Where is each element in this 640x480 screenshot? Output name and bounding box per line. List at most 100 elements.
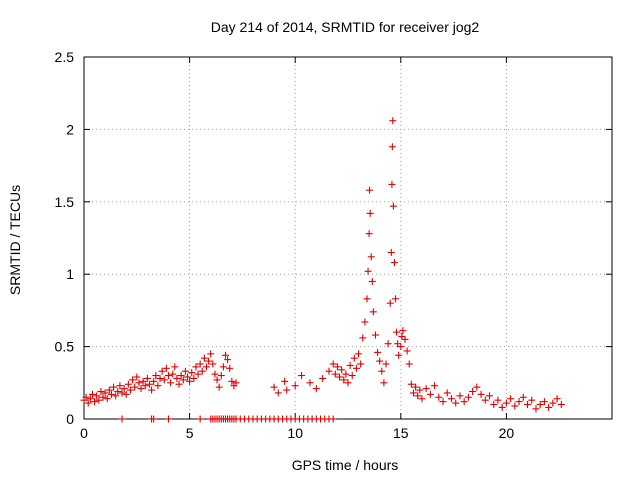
x-tick-label: 20 [499,425,515,441]
data-point [519,393,527,401]
data-point [213,376,221,384]
data-point [549,399,557,407]
data-point [319,374,327,382]
data-point [515,398,523,406]
data-point [97,387,105,395]
data-point [380,379,388,387]
data-point [333,363,341,371]
data-point [369,308,377,316]
data-point [340,376,348,384]
data-point [291,382,299,390]
data-point [306,379,314,387]
x-tick-label: 15 [393,425,409,441]
data-point [502,399,510,407]
data-point [414,392,422,400]
data-point [498,403,506,411]
data-point [209,360,217,368]
data-point [338,366,346,374]
data-point [91,398,99,406]
data-point [553,395,561,403]
data-point [207,350,215,358]
data-point [95,396,103,404]
data-point [398,332,406,340]
data-point [395,351,403,359]
data-point [112,392,120,400]
data-point [232,379,240,387]
data-point [426,390,434,398]
data-point [150,377,158,385]
data-point [137,385,145,393]
data-point [202,363,210,371]
data-point [460,398,468,406]
data-point [342,370,350,378]
data-point [329,415,337,423]
data-point [154,382,162,390]
data-point [222,351,230,359]
axis-ticks: 0 5 10 15 20 0 0.5 1 1.5 2 2.5 [55,49,612,441]
data-point [407,380,415,388]
data-point [490,401,498,409]
data-point [105,386,113,394]
data-point [545,403,553,411]
data-point [494,396,502,404]
data-point [103,395,111,403]
data-point [346,361,354,369]
data-point [363,295,371,303]
data-point [439,398,447,406]
data-point [350,354,358,362]
data-point [181,367,189,375]
data-point [118,389,126,397]
data-point [177,372,185,380]
data-point [331,370,339,378]
data-point [329,360,337,368]
data-point [116,382,124,390]
data-point [486,392,494,400]
grid-lines [84,57,612,419]
x-axis-label: GPS time / hours [292,457,399,473]
data-point [447,395,455,403]
data-point [82,393,90,401]
data-point [325,367,333,375]
data-point [107,390,115,398]
data-point [160,376,168,384]
data-point [194,370,202,378]
data-point [162,364,170,372]
data-point [367,253,375,261]
data-point [150,415,158,423]
data-point [122,390,130,398]
data-point [469,387,477,395]
data-point [397,343,405,351]
data-point [528,396,536,404]
data-point [158,367,166,375]
data-point [141,382,149,390]
data-point [386,299,394,307]
data-point [205,357,213,365]
data-point [399,327,407,335]
data-point [93,392,101,400]
data-point [344,379,352,387]
data-point [171,363,179,371]
data-point [366,186,374,194]
data-point [348,372,356,380]
data-point [416,386,424,394]
data-point [156,374,164,382]
data-point [392,295,400,303]
data-point [401,335,409,343]
data-point [188,369,196,377]
x-tick-label: 0 [80,425,88,441]
data-point [473,383,481,391]
y-tick-label: 0.5 [55,339,75,355]
data-point [388,180,396,188]
data-point [481,396,489,404]
x-tick-label: 10 [287,425,303,441]
data-point [443,389,451,397]
data-point [403,347,411,355]
data-point [86,395,94,403]
data-point [217,372,225,380]
data-point [371,331,379,339]
y-tick-label: 2 [66,121,74,137]
data-point [224,356,232,364]
data-point [186,377,194,385]
data-point [359,334,367,342]
